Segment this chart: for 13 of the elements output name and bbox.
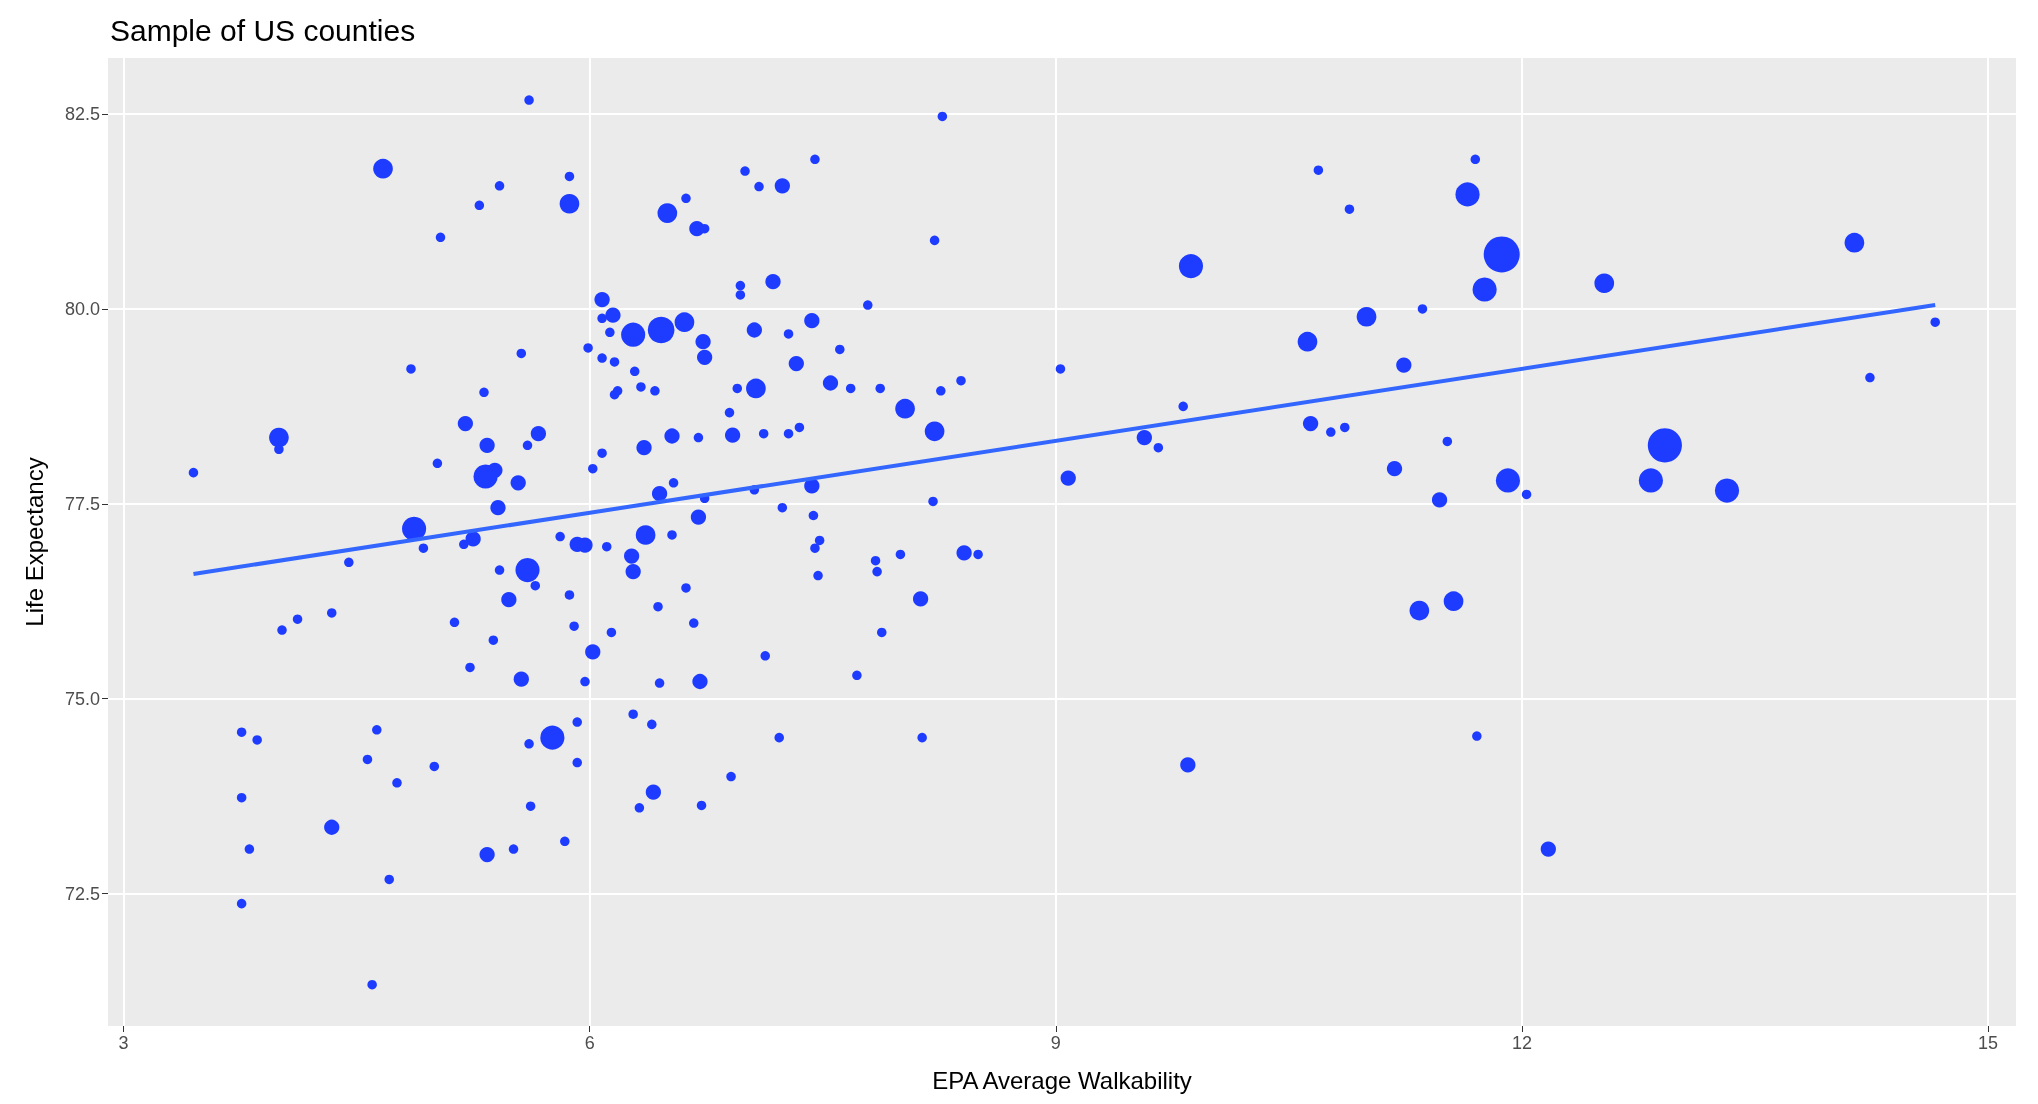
- x-axis-title: EPA Average Walkability: [932, 1066, 1192, 1094]
- y-tick-label: 82.5: [64, 104, 100, 125]
- y-axis-title: Life Expectancy: [20, 457, 48, 627]
- y-tick-label: 80.0: [64, 298, 100, 319]
- y-tick-label: 72.5: [64, 883, 100, 904]
- y-tick-label: 77.5: [64, 493, 100, 514]
- x-tick-label: 9: [1050, 1033, 1061, 1053]
- x-tick-label: 3: [118, 1033, 129, 1053]
- x-tick-label: 6: [584, 1033, 595, 1053]
- y-tick-label: 75.0: [64, 688, 100, 709]
- x-tick-label: 12: [1511, 1033, 1532, 1053]
- x-tick-label: 15: [1978, 1033, 1999, 1053]
- chart-title: Sample of US counties: [110, 13, 416, 47]
